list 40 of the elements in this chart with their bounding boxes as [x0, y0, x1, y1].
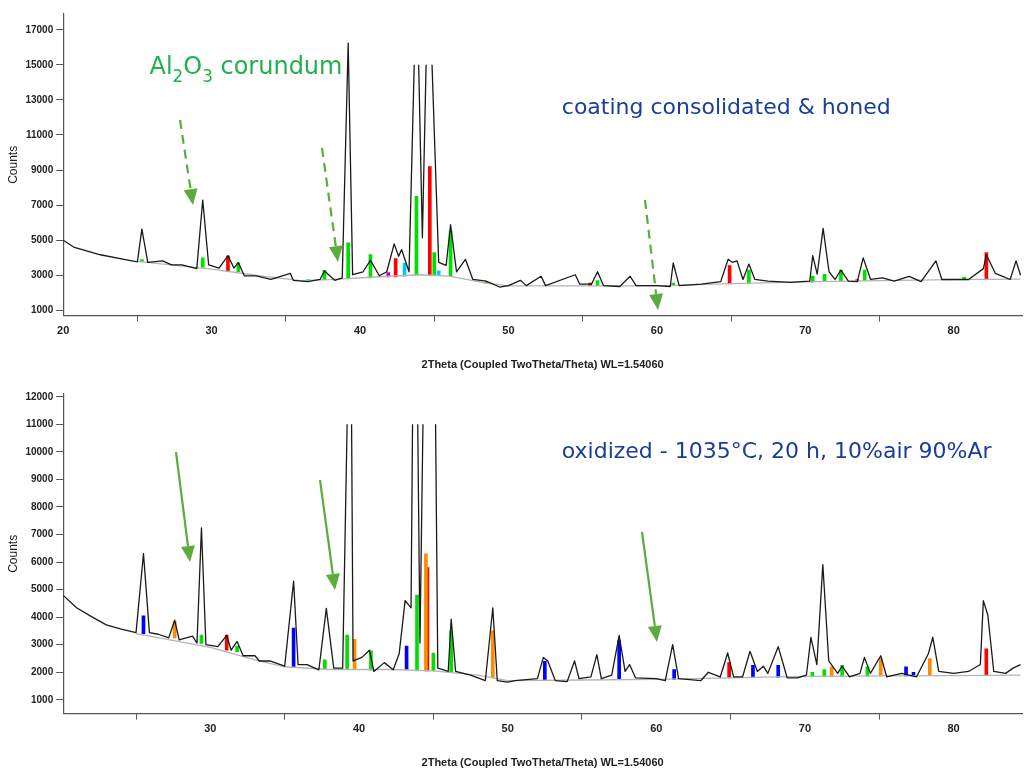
y-tick-label: 11000	[25, 418, 54, 430]
x-tick-label: 40	[353, 324, 367, 337]
x-tick-label: 70	[798, 722, 812, 735]
y-tick-label: 4000	[30, 610, 54, 622]
annotation: oxidized - 1035°C, 20 h, 10%air 90%Ar	[561, 437, 993, 463]
y-tick-label: 9000	[30, 163, 54, 175]
x-tick-label: 80	[947, 722, 960, 735]
y-axis-title: Counts	[5, 145, 20, 184]
y-tick-label: 5000	[30, 583, 54, 595]
x-axis-title: 2Theta (Coupled TwoTheta/Theta) WL=1.54060	[421, 756, 664, 769]
x-tick-label: 30	[204, 722, 217, 735]
x-tick-label: 20	[57, 324, 70, 337]
y-tick-label: 2000	[30, 666, 54, 678]
x-tick-label: 50	[502, 324, 515, 337]
x-tick-label: 80	[947, 324, 960, 337]
x-tick-label: 30	[205, 324, 218, 337]
y-tick-label: 3000	[30, 269, 54, 281]
y-tick-label: 13000	[25, 93, 54, 105]
y-tick-label: 17000	[25, 23, 54, 35]
y-tick-label: 7000	[30, 528, 54, 540]
x-tick-label: 60	[650, 324, 664, 337]
y-tick-label: 10000	[25, 445, 54, 457]
x-tick-label: 40	[352, 722, 366, 735]
y-tick-label: 5000	[30, 233, 54, 245]
y-tick-label: 9000	[30, 473, 54, 485]
x-tick-label: 50	[501, 722, 514, 735]
x-tick-label: 70	[799, 324, 812, 337]
y-tick-label: 3000	[30, 638, 54, 650]
y-tick-label: 11000	[25, 128, 54, 140]
y-tick-label: 6000	[30, 555, 54, 567]
x-tick-label: 60	[650, 722, 663, 735]
y-tick-label: 1000	[30, 693, 54, 705]
annotation: coating consolidated & honed	[561, 93, 891, 119]
y-axis-title: Counts	[5, 534, 20, 573]
x-axis-title: 2Theta (Coupled TwoTheta/Theta) WL=1.54060	[421, 358, 664, 371]
y-tick-label: 15000	[25, 58, 54, 70]
y-tick-label: 1000	[30, 304, 54, 316]
y-tick-label: 8000	[30, 500, 54, 512]
y-tick-label: 7000	[30, 198, 54, 210]
y-tick-label: 12000	[25, 390, 54, 402]
